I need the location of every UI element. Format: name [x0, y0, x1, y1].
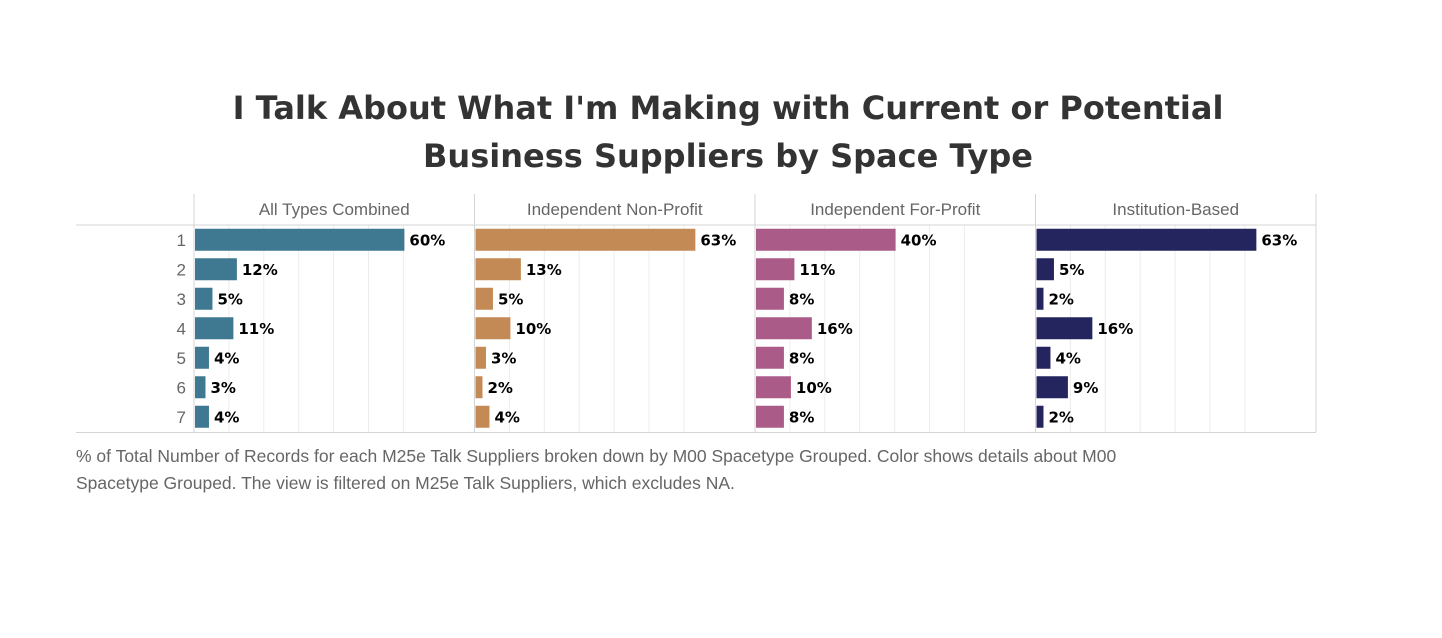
bar [475, 228, 696, 251]
bar-value-label: 2% [1048, 408, 1073, 426]
bar [195, 287, 213, 310]
footnote-line-1: % of Total Number of Records for each M2… [76, 446, 1117, 466]
row-label: 4 [177, 319, 186, 338]
bar [756, 405, 784, 428]
bar-value-label: 3% [491, 349, 516, 367]
bar [1036, 287, 1044, 310]
bar [756, 228, 896, 251]
bar-value-label: 8% [789, 290, 814, 308]
footnote-line-2: Spacetype Grouped. The view is filtered … [76, 473, 735, 493]
bar [195, 376, 206, 399]
bar-value-label: 2% [487, 379, 512, 397]
bar-value-label: 2% [1048, 290, 1073, 308]
bar-value-label: 60% [409, 231, 445, 249]
bar-value-label: 8% [789, 408, 814, 426]
bar-value-label: 10% [796, 379, 832, 397]
bar-value-label: 13% [526, 261, 562, 279]
panel-header: All Types Combined [259, 200, 410, 219]
bar-value-label: 63% [1261, 231, 1297, 249]
bar [475, 405, 490, 428]
chart-title-line-2: Business Suppliers by Space Type [423, 137, 1033, 175]
chart-title-line-1: I Talk About What I'm Making with Curren… [232, 89, 1224, 127]
bar-value-label: 10% [515, 320, 551, 338]
chart-footnote: % of Total Number of Records for each M2… [76, 443, 1336, 497]
bar-value-label: 16% [1097, 320, 1133, 338]
bar [1036, 258, 1054, 281]
chart-title: I Talk About What I'm Making with Curren… [120, 84, 1336, 180]
bar [475, 317, 511, 340]
bar [475, 287, 493, 310]
bar-value-label: 4% [214, 408, 239, 426]
row-label: 5 [177, 349, 186, 368]
bar-value-label: 4% [214, 349, 239, 367]
bar [1036, 317, 1093, 340]
bar-value-label: 3% [210, 379, 235, 397]
bar [475, 376, 483, 399]
row-label: 7 [177, 408, 186, 427]
panel-header: Independent Non-Profit [527, 200, 703, 219]
bar-value-label: 5% [1059, 261, 1084, 279]
bar-value-label: 8% [789, 349, 814, 367]
row-label: 2 [177, 260, 186, 279]
bar [756, 346, 784, 369]
bar [195, 258, 237, 281]
bar [756, 258, 795, 281]
bar [756, 287, 784, 310]
bar [756, 376, 791, 399]
bar [195, 405, 209, 428]
bar-value-label: 11% [799, 261, 835, 279]
bar-value-label: 4% [494, 408, 519, 426]
bar-value-label: 9% [1073, 379, 1098, 397]
panel-header: Independent For-Profit [810, 200, 980, 219]
bar-value-label: 63% [700, 231, 736, 249]
bar-value-label: 4% [1055, 349, 1080, 367]
panel-header: Institution-Based [1112, 200, 1239, 219]
bar [475, 346, 486, 369]
bar-value-label: 40% [901, 231, 937, 249]
row-label: 6 [177, 378, 186, 397]
bar-value-label: 16% [817, 320, 853, 338]
bar-value-label: 12% [242, 261, 278, 279]
bar [1036, 228, 1257, 251]
bar [756, 317, 812, 340]
bar [1036, 346, 1051, 369]
bar [195, 346, 209, 369]
bar [1036, 405, 1044, 428]
bar [1036, 376, 1068, 399]
bar-value-label: 5% [217, 290, 242, 308]
bar-value-label: 11% [238, 320, 274, 338]
bar [195, 228, 405, 251]
bar [475, 258, 521, 281]
bar [195, 317, 234, 340]
row-label: 3 [177, 290, 186, 309]
bar-value-label: 5% [498, 290, 523, 308]
row-label: 1 [177, 231, 186, 250]
